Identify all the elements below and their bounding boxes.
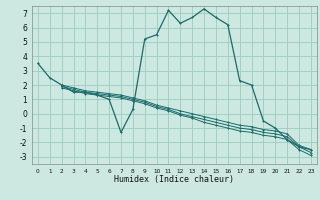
X-axis label: Humidex (Indice chaleur): Humidex (Indice chaleur) xyxy=(115,175,234,184)
